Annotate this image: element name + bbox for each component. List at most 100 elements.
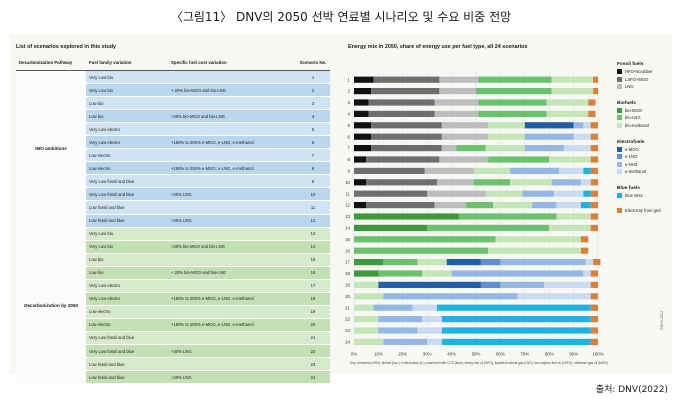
fuel-family-cell: Low bio: [86, 253, 168, 267]
scenario-number-cell: 20: [296, 318, 330, 332]
chart-key-note: Key: Ammonia (NH3); biofuel (bio-); e-el…: [350, 361, 608, 365]
table-row: IMO ambitions Very Low bio 1: [16, 70, 330, 228]
bar-segment: [383, 293, 518, 300]
bar-segment: [354, 304, 374, 311]
bar-segment: [371, 145, 442, 152]
bar-segment: [354, 76, 374, 83]
fuel-family-cell: Low electro: [86, 161, 168, 176]
bar-segment: [378, 270, 423, 277]
legend-swatch: [617, 107, 622, 113]
bar-segment: [434, 202, 467, 209]
cost-variation-cell: [168, 174, 296, 189]
cost-variation-cell: [168, 148, 296, 163]
bar-segment: [478, 110, 547, 117]
chart-legend: Fossil fuels HFO+scrubber LSFO+MGO LNG Biofu…: [617, 60, 675, 215]
cost-variation-cell: +20% bio-MGO and bio-LNG: [168, 109, 296, 124]
bar-segment: [590, 179, 598, 186]
y-tick-label: 7: [348, 146, 351, 151]
cost-variation-cell: [168, 357, 296, 372]
legend-item: bio-MGO: [617, 107, 675, 113]
cost-variation-cell: +20% LNG: [168, 370, 296, 385]
bar-segment: [354, 133, 372, 140]
bar-segment: [354, 293, 384, 300]
scenario-number-cell: 17: [296, 279, 330, 293]
bar-segment: [590, 213, 598, 220]
legend-item: blue NH3: [617, 192, 675, 198]
fuel-family-cell: Very Low bio: [86, 240, 168, 254]
bar-segment: [551, 88, 594, 95]
bar-segment: [493, 202, 533, 209]
fuel-family-cell: Low fossil and blue: [86, 200, 168, 215]
legend-swatch: [617, 146, 622, 152]
table-row: Very Low electro +150% to 200% e-MGO, e-L…: [16, 135, 330, 150]
bar-segment: [478, 76, 552, 83]
bar-segment: [549, 224, 591, 231]
bar-segment: [585, 259, 594, 266]
bar-segment: [373, 304, 413, 311]
bar-segment: [580, 236, 589, 243]
bar-segment: [439, 76, 479, 83]
legend-label: HFO+scrubber: [625, 69, 653, 74]
bar-segment: [480, 259, 501, 266]
scenario-number-cell: 3: [296, 96, 330, 111]
bar-segment: [354, 179, 367, 186]
fuel-family-cell: Very Low electro: [86, 122, 168, 137]
bar-segment: [354, 145, 372, 152]
legend-swatch: [617, 207, 622, 213]
bar-segment: [590, 293, 598, 300]
bar-segment: [590, 145, 598, 152]
x-tick-label: 40%: [447, 352, 456, 357]
bar-segment: [590, 281, 598, 288]
fuel-family-cell: Very Low bio: [86, 70, 168, 85]
bar-segment: [458, 213, 557, 220]
bar-segment: [590, 316, 598, 323]
bar-segment: [517, 293, 591, 300]
table-row: Very Low electro 17: [16, 279, 330, 293]
cost-variation-cell: +150% to 200% e-MGO, e-LNG, e-methanol: [168, 161, 296, 176]
bar-segment: [590, 270, 598, 277]
bar-segment: [366, 156, 440, 163]
legend-swatch: [617, 69, 622, 74]
cost-variation-cell: +150% to 200% e-MGO, e-LNG, e-methanol: [168, 292, 296, 306]
bar-segment: [427, 338, 442, 345]
legend-label: bio-methanol: [625, 122, 650, 128]
scenario-number-cell: 21: [296, 331, 330, 345]
legend-item: e-methanol: [617, 169, 675, 175]
bar-segment: [354, 224, 428, 231]
legend-swatch: [617, 122, 622, 128]
bar-segment: [593, 259, 601, 266]
bar-segment: [378, 316, 423, 323]
legend-label: Electricity from grid: [625, 207, 661, 213]
bar-segment: [371, 122, 442, 129]
bar-segment: [563, 145, 591, 152]
bar-segment: [354, 202, 367, 209]
legend-label: bio-MGO: [625, 107, 642, 113]
scenario-number-cell: 4: [296, 109, 330, 124]
bar-segment: [354, 190, 428, 197]
bar-segment: [383, 338, 428, 345]
table-title: List of scenarios explored in this study: [16, 44, 117, 50]
fuel-family-cell: Very Low bio: [86, 83, 168, 98]
header-cost-variation: Specific fuel cost variation: [168, 55, 296, 71]
copyright: ©DNV 2022: [660, 310, 664, 330]
legend-item: HFO+scrubber: [617, 69, 675, 74]
bar-segment: [441, 338, 591, 345]
y-tick-label: 21: [345, 305, 350, 310]
y-tick-label: 11: [345, 191, 350, 196]
bar-segment: [354, 122, 372, 129]
legend-swatch: [617, 154, 622, 160]
y-tick-label: 23: [345, 328, 350, 333]
table-row: Low bio 3: [16, 96, 330, 111]
bar-segment: [510, 167, 559, 174]
legend-label: e-MGO: [625, 146, 639, 152]
bar-segment: [573, 133, 591, 140]
bar-segment: [354, 316, 379, 323]
scenario-number-cell: 24: [296, 370, 330, 385]
bar-segment: [532, 202, 557, 209]
bar-segment: [441, 133, 489, 140]
scenario-number-cell: 23: [296, 357, 330, 372]
legend-swatch: [617, 192, 622, 198]
fuel-family-cell: Very Low electro: [86, 279, 168, 293]
cost-variation-cell: [168, 122, 296, 137]
bar-segment: [412, 304, 437, 311]
